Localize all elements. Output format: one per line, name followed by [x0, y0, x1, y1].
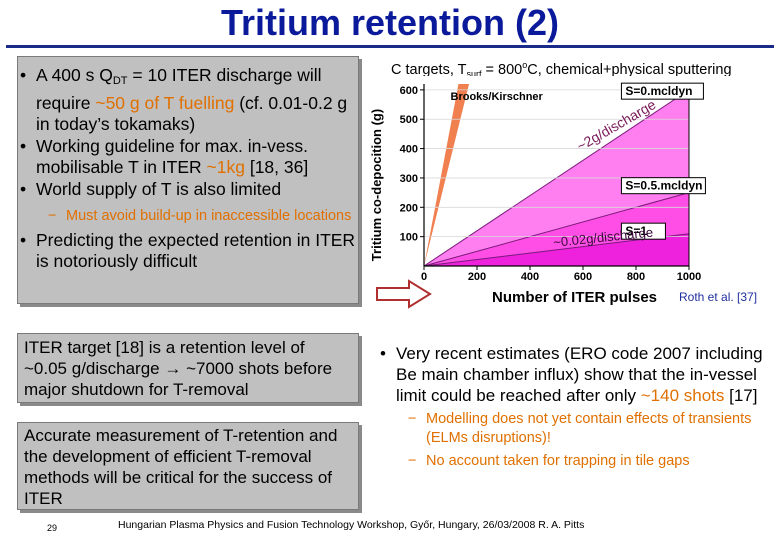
- box-iter-target-post: ~7000 shots before major shutdown for T-…: [24, 359, 333, 399]
- y-tick-label: 600: [400, 85, 418, 97]
- x-tick-label: 800: [627, 271, 645, 283]
- sub-bullet-buildup: Must avoid build-up in inaccessible loca…: [18, 207, 358, 226]
- y-tick-label: 100: [400, 232, 418, 244]
- y-tick-label: 400: [400, 144, 418, 156]
- bullet-fuelling-sub: DT: [112, 75, 128, 87]
- bullet-guideline-highlight: ~1kg: [206, 157, 245, 178]
- slide-number: 29: [47, 523, 58, 533]
- box-iter-target-text: ITER target [18] is a retention level of…: [18, 334, 358, 403]
- right-arrow-icon: →: [164, 359, 182, 378]
- x-tick-label: 200: [468, 271, 486, 283]
- annotation-s0-box: [620, 82, 704, 100]
- citation: Roth et al. [37]: [679, 290, 758, 304]
- bullet-fuelling-mid: = 10 ITER discharge will require: [36, 65, 322, 113]
- bullet-world-supply: World supply of T is also limited: [18, 179, 358, 201]
- left-bullets: A 400 s QDT = 10 ITER discharge will req…: [18, 57, 358, 273]
- y-tick-label: 300: [400, 173, 418, 185]
- right-bullets: Very recent estimates (ERO code 2007 inc…: [378, 343, 778, 471]
- chart-caption: C targets, Tsurf = 800oC, chemical+physi…: [391, 60, 732, 79]
- chart-caption-mid: = 800: [481, 62, 523, 78]
- chart-caption-sub: surf: [466, 69, 482, 79]
- x-tick-label: 0: [421, 271, 427, 283]
- footer-text: Hungarian Plasma Physics and Fusion Tech…: [118, 519, 585, 531]
- title-underline: [6, 45, 774, 48]
- y-tick-label: 200: [400, 202, 418, 214]
- annotation-s05: S=0.5.mcldyn: [625, 179, 702, 193]
- chart-caption-post: C, chemical+physical sputtering: [527, 62, 732, 78]
- y-tick-label: 500: [400, 114, 418, 126]
- bullet-recent-estimates: Very recent estimates (ERO code 2007 inc…: [378, 343, 778, 406]
- y-axis-title: Tritium co-depocition (g): [369, 109, 384, 261]
- annotation-s1: S=1: [625, 224, 647, 238]
- bullet-fuelling-pre: A 400 s Q: [36, 65, 113, 85]
- bullet-fuelling-post: (cf. 0.01-0.2 g in today’s tokamaks): [36, 92, 348, 135]
- left-panel: A 400 s QDT = 10 ITER discharge will req…: [17, 56, 359, 304]
- bullet-recent-post: [17]: [724, 386, 758, 405]
- right-arrow-shape: [376, 279, 432, 309]
- bullet-guideline-pre: Working guideline for max. in-vess. mobi…: [36, 135, 309, 178]
- bullet-recent-highlight: ~140 shots: [640, 386, 725, 405]
- box-measurement-text: Accurate measurement of T-retention and …: [24, 426, 338, 508]
- bullet-fuelling-highlight: ~50 g of T fuelling: [95, 92, 235, 113]
- annotation-s1-box: [620, 222, 666, 240]
- bullet-recent-pre: Very recent estimates (ERO code 2007 inc…: [396, 344, 763, 405]
- slide-title: Tritium retention (2): [220, 2, 559, 43]
- box-iter-target-pre: ITER target [18] is a retention level of…: [24, 338, 305, 378]
- bullet-fuelling: A 400 s QDT = 10 ITER discharge will req…: [18, 65, 358, 136]
- sub-bullet-tile-gaps: No account taken for trapping in tile ga…: [378, 452, 778, 471]
- annotation-s0: S=0.mcldyn: [625, 84, 692, 98]
- x-tick-label: 1000: [677, 271, 701, 283]
- line-s05: [423, 192, 690, 267]
- x-axis-title: Number of ITER pulses: [492, 289, 657, 306]
- x-tick-label: 400: [521, 271, 539, 283]
- bullet-guideline: Working guideline for max. in-vess. mobi…: [18, 136, 358, 179]
- annotation-brooks-kirschner: Brooks/Kirschner: [451, 91, 544, 103]
- box-measurement: Accurate measurement of T-retention and …: [17, 422, 359, 510]
- chart-caption-pre: C targets, T: [391, 62, 467, 78]
- chart-caption-sup: o: [522, 60, 528, 70]
- bullet-guideline-post: [18, 36]: [244, 157, 309, 178]
- bullet-predicting: Predicting the expected retention in ITE…: [18, 230, 358, 273]
- sub-bullet-modelling: Modelling does not yet contain effects o…: [378, 410, 778, 448]
- x-tick-label: 600: [574, 271, 592, 283]
- box-iter-target: ITER target [18] is a retention level of…: [17, 333, 359, 403]
- retention-chart: 100 200 300 400 500 600 0 200 400 600 800 1000 Numbe…: [364, 76, 776, 311]
- annotation-s05-box: [620, 177, 706, 195]
